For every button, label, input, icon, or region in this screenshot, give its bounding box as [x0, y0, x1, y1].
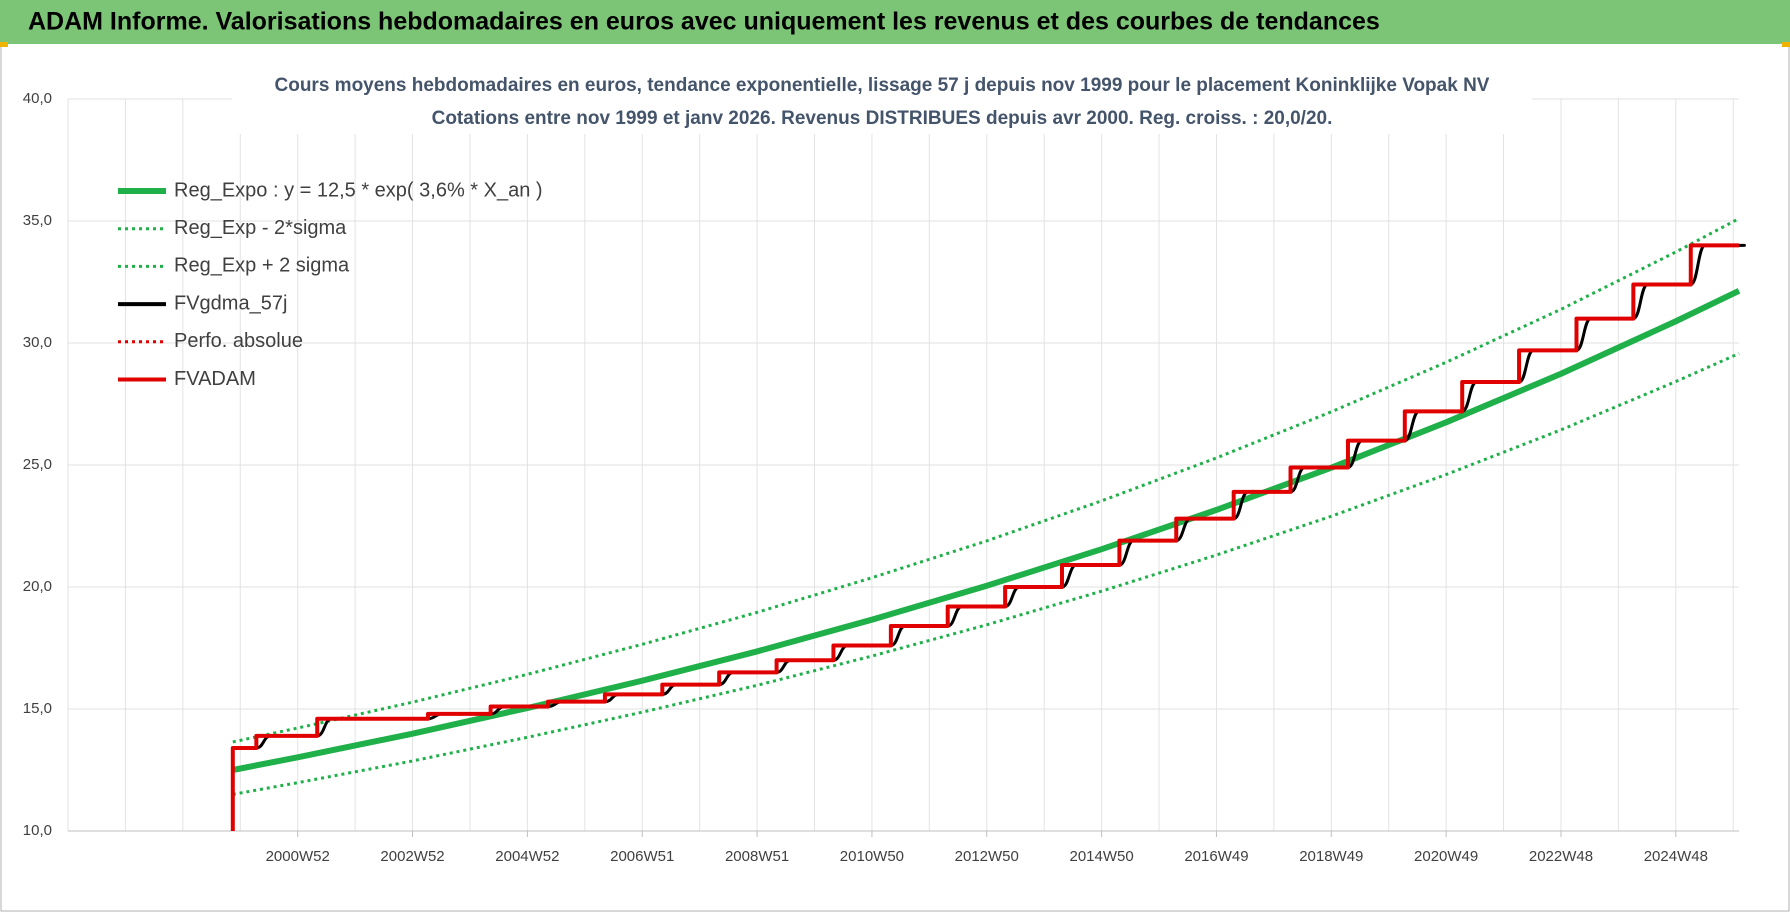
x-tick-label: 2022W48 [1529, 848, 1593, 865]
legend-label: Perfo. absolue [174, 330, 303, 352]
corner-mark [1782, 42, 1790, 47]
x-tick-label: 2006W51 [610, 848, 674, 865]
x-tick-label: 2010W50 [840, 848, 904, 865]
x-tick-label: 2008W51 [725, 848, 789, 865]
corner-mark [0, 42, 8, 47]
x-tick-label: 2004W52 [495, 848, 559, 865]
x-tick-label: 2020W49 [1414, 848, 1478, 865]
legend-label: FVADAM [174, 368, 256, 390]
y-tick-label: 15,0 [23, 700, 52, 717]
x-tick-label: 2002W52 [380, 848, 444, 865]
title-bg [232, 72, 1532, 134]
x-tick-label: 2016W49 [1184, 848, 1248, 865]
x-tick-label: 2012W50 [955, 848, 1019, 865]
legend: Reg_Expo : y = 12,5 * exp( 3,6% * X_an )… [118, 179, 543, 390]
x-tick-label: 2024W48 [1644, 848, 1708, 865]
header-bar [0, 0, 1790, 44]
chart-title: Cours moyens hebdomadaires en euros, ten… [275, 75, 1490, 96]
y-tick-label: 30,0 [23, 334, 52, 351]
legend-label: Reg_Exp + 2 sigma [174, 255, 350, 277]
series-line [232, 288, 1741, 773]
series-line [232, 352, 1740, 796]
series-line [230, 243, 1739, 831]
y-tick-label: 10,0 [23, 822, 52, 839]
y-tick-label: 40,0 [23, 90, 52, 107]
page-title: ADAM Informe. Valorisations hebdomadaire… [28, 8, 1380, 36]
y-tick-label: 20,0 [23, 578, 52, 595]
x-tick-label: 2014W50 [1069, 848, 1133, 865]
chart-subtitle: Cotations entre nov 1999 et janv 2026. R… [432, 108, 1333, 129]
legend-label: Reg_Exp - 2*sigma [174, 217, 347, 239]
y-tick-label: 35,0 [23, 212, 52, 229]
legend-label: Reg_Expo : y = 12,5 * exp( 3,6% * X_an ) [174, 179, 543, 201]
legend-label: FVgdma_57j [174, 292, 287, 314]
x-tick-label: 2000W52 [266, 848, 330, 865]
plot: 10,0 15,0 20,0 25,0 30,0 35,0 40,0 2000W52 2002W… [23, 90, 1746, 865]
series-line [232, 217, 1740, 744]
x-tick-label: 2018W49 [1299, 848, 1363, 865]
y-tick-label: 25,0 [23, 456, 52, 473]
